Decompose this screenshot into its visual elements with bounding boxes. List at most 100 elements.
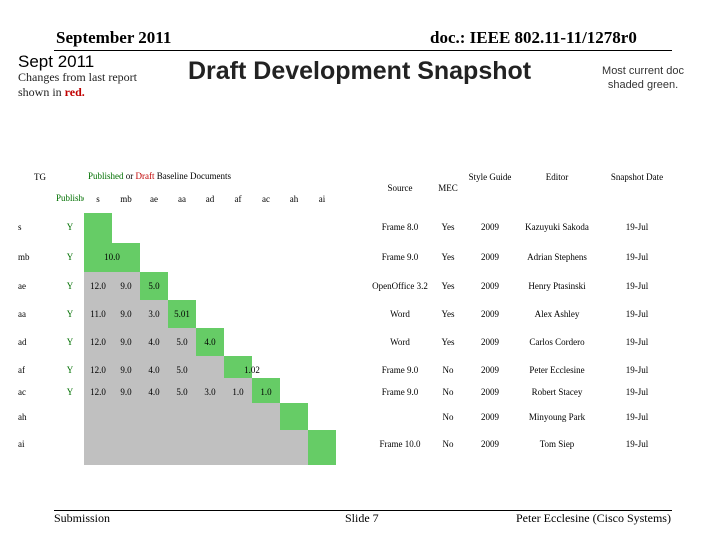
snapshot-month: Sept 2011 (18, 52, 95, 71)
empty-cell-block (196, 300, 336, 328)
baseline-column-header: ai (318, 194, 326, 204)
editor-name: Kazuyuki Sakoda (525, 222, 589, 232)
source-value: Frame 9.0 (381, 387, 419, 397)
green-current-cell (140, 272, 168, 300)
tg-row-label: af (18, 365, 25, 375)
baseline-column-header: aa (178, 194, 186, 204)
version-value: 3.0 (148, 309, 160, 319)
published-column-header: Published (56, 193, 84, 203)
legend-note: Most current doc shaded green. (602, 65, 684, 91)
version-value: 4.0 (148, 337, 160, 347)
guide-value: 2009 (481, 387, 499, 397)
date-value: 19-Jul (625, 281, 649, 291)
green-current-cell (280, 403, 308, 430)
baseline-column-header: s (96, 194, 100, 204)
source-value: Word (390, 337, 410, 347)
green-current-cell (252, 378, 280, 403)
green-current-cell (196, 328, 224, 356)
changes-note-red: red. (64, 85, 85, 99)
version-value: 1.0 (232, 387, 244, 397)
guide-value: 2009 (481, 365, 499, 375)
tg-row-label: ac (18, 387, 26, 397)
mec-value: Yes (441, 309, 455, 319)
version-value: 9.0 (120, 365, 132, 375)
mec-value: Yes (441, 337, 455, 347)
green-current-cell (168, 300, 196, 328)
date-value: 19-Jul (625, 439, 649, 449)
source-value: OpenOffice 3.2 (372, 281, 428, 291)
or-label: or (123, 171, 136, 181)
date-value: 19-Jul (625, 365, 649, 375)
tg-column-header: TG (34, 172, 46, 182)
green-current-cell (84, 213, 112, 243)
baseline-column-header: ad (205, 194, 215, 204)
date-value: 19-Jul (625, 222, 649, 232)
editor-name: Peter Ecclesine (529, 365, 585, 375)
version-value: 4.0 (148, 365, 160, 375)
version-value: 9.0 (120, 281, 132, 291)
published-flag: Y (66, 281, 74, 291)
right-column-header: Source (387, 183, 413, 193)
mec-value: No (442, 439, 454, 449)
footer-divider (54, 510, 672, 511)
version-value: 4.0 (204, 337, 216, 347)
green-current-cell (84, 243, 140, 272)
version-value: 10.0 (104, 252, 120, 262)
published-flag: Y (66, 387, 74, 397)
header-doc-id: doc.: IEEE 802.11-11/1278r0 (430, 28, 637, 47)
baseline-column-header: ah (289, 194, 299, 204)
baseline-column-header: ae (150, 194, 158, 204)
right-column-header: Style Guide (468, 172, 512, 182)
date-value: 19-Jul (625, 309, 649, 319)
empty-cell-block (252, 356, 336, 378)
footer-author: Peter Ecclesine (Cisco Systems) (516, 511, 671, 525)
tg-row-label: s (18, 222, 22, 232)
published-label: Published (88, 171, 124, 181)
source-value: Frame 9.0 (381, 252, 419, 262)
empty-cell-block (112, 213, 336, 243)
editor-name: Robert Stacey (531, 387, 583, 397)
source-value: Frame 10.0 (379, 439, 421, 449)
version-value: 1.02 (244, 365, 260, 375)
header-date: September 2011 (56, 28, 172, 47)
empty-cell-block (308, 403, 336, 430)
empty-cell-block (224, 328, 336, 356)
version-value: 1.0 (260, 387, 272, 397)
baseline-column-header: ac (262, 194, 270, 204)
tg-row-label: ad (18, 337, 27, 347)
empty-cell-block (140, 243, 336, 272)
right-column-header: MEC (438, 183, 458, 193)
baseline-label: Baseline Documents (154, 171, 231, 181)
date-value: 19-Jul (625, 337, 649, 347)
guide-value: 2009 (481, 252, 499, 262)
published-flag: Y (66, 252, 74, 262)
mec-value: No (442, 412, 454, 422)
footer-submission: Submission (54, 511, 111, 525)
date-value: 19-Jul (625, 387, 649, 397)
changes-note-text: Changes from last report shown in (18, 70, 137, 99)
source-value: Word (390, 309, 410, 319)
guide-value: 2009 (481, 412, 499, 422)
snapshot-table: Published or Draft Baseline Documents TG P… (18, 163, 673, 465)
tg-row-label: ai (18, 439, 25, 449)
version-value: 4.0 (148, 387, 160, 397)
date-value: 19-Jul (625, 252, 649, 262)
version-value: 5.01 (174, 309, 190, 319)
version-value: 11.0 (90, 309, 106, 319)
version-value: 3.0 (204, 387, 216, 397)
version-value: 9.0 (120, 337, 132, 347)
tg-row-label: ah (18, 412, 27, 422)
editor-name: Tom Siep (539, 439, 575, 449)
editor-name: Carlos Cordero (529, 337, 585, 347)
version-value: 5.0 (148, 281, 160, 291)
guide-value: 2009 (481, 281, 499, 291)
header-divider (54, 50, 672, 51)
mec-value: No (442, 365, 454, 375)
editor-name: Adrian Stephens (527, 252, 587, 262)
table-header-label: Published or Draft Baseline Documents (88, 171, 231, 181)
empty-cell-block (168, 272, 336, 300)
published-flag: Y (66, 222, 74, 232)
footer-slide-number: Slide 7 (345, 511, 379, 525)
source-value: Frame 8.0 (381, 222, 419, 232)
guide-value: 2009 (481, 337, 499, 347)
